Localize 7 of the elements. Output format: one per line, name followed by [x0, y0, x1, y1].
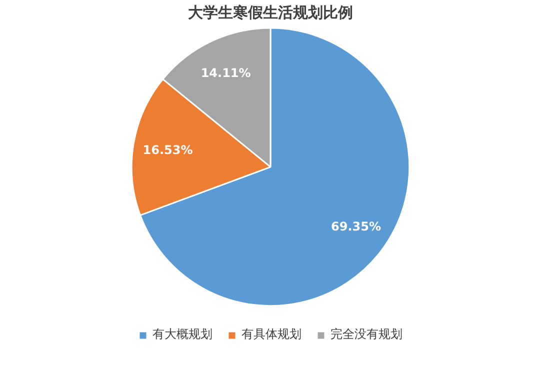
legend-label: 完全没有规划 [330, 326, 402, 343]
legend-label: 有具体规划 [242, 326, 302, 343]
data-label: 16.53% [142, 142, 193, 157]
legend-label: 有大概规划 [152, 326, 212, 343]
chart-title: 大学生寒假生活规划比例 [188, 4, 353, 22]
data-label: 69.35% [331, 219, 381, 234]
data-label: 14.11% [200, 66, 251, 80]
